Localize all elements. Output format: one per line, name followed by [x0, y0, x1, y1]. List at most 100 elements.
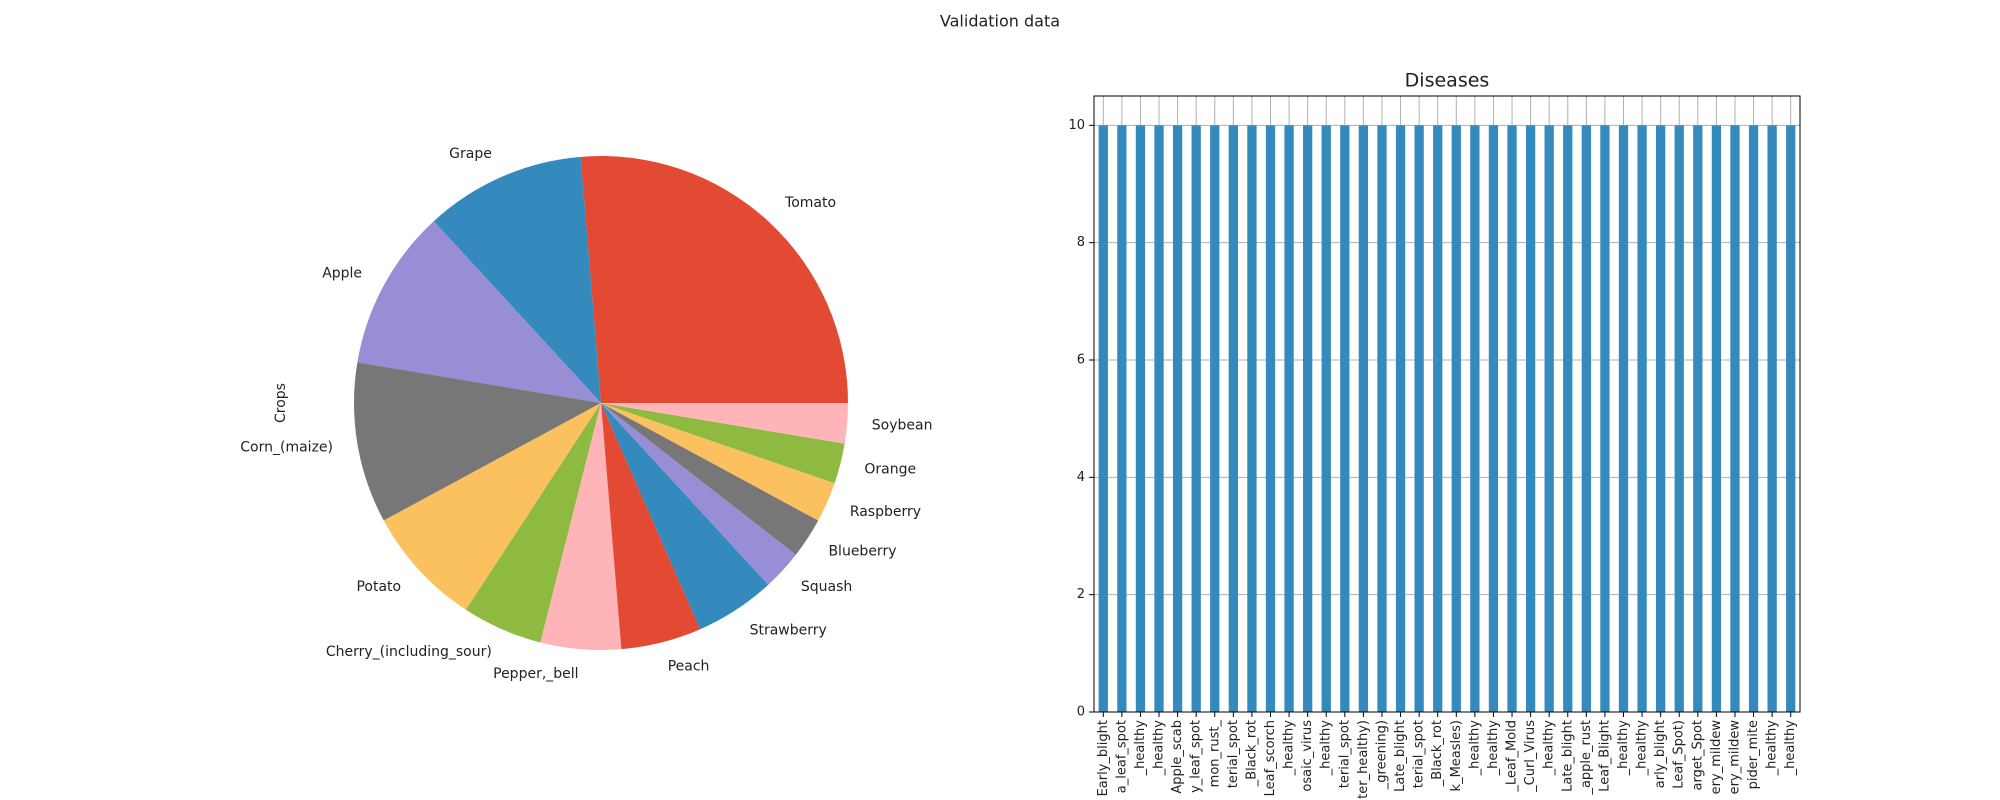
x-tick-label: _Black_rot: [1430, 720, 1445, 787]
slice-label: Tomato: [784, 195, 836, 211]
bar: [1228, 125, 1238, 713]
x-tick-label: Leaf_Blight: [1597, 720, 1612, 792]
x-tick-label: _healthy: [1319, 720, 1334, 777]
x-tick-label: k_Measles): [1449, 720, 1464, 791]
bar: [1395, 125, 1406, 713]
bar: [1451, 125, 1461, 713]
x-tick-label: _healthy: [1765, 720, 1780, 777]
y-tick-label: 10: [1068, 118, 1085, 133]
x-tick-label: _Leaf_Mold: [1505, 720, 1520, 793]
x-tick-label: Apple_scab: [1170, 720, 1185, 794]
x-tick-label: pider_mite: [1746, 720, 1761, 789]
bar: [1303, 125, 1313, 713]
bar: [1098, 125, 1108, 713]
x-tick-label: ery_mildew: [1709, 720, 1724, 795]
bar: [1414, 125, 1424, 713]
x-tick-label: _Black_rot: [1244, 720, 1259, 787]
bar: [1433, 125, 1443, 713]
x-tick-label: _healthy: [1152, 720, 1167, 777]
pie-slice: [540, 403, 622, 650]
pie-slice: [580, 155, 848, 403]
pie-slice: [383, 403, 601, 610]
slice-label: Peach: [668, 658, 710, 674]
slice-label: Apple: [322, 266, 362, 282]
pie-slice: [433, 156, 601, 403]
x-tick-label: Early_blight: [1096, 720, 1111, 796]
bar: [1544, 125, 1554, 713]
x-tick-label: mon_rust_: [1207, 720, 1222, 788]
x-tick-label: a_leaf_spot: [1114, 720, 1129, 793]
bar: [1581, 125, 1591, 713]
bar: [1711, 125, 1722, 713]
bar: [1656, 125, 1666, 713]
slice-label: Raspberry: [850, 504, 921, 520]
slice-label: Potato: [356, 579, 401, 595]
x-tick-label: _apple_rust: [1579, 720, 1594, 796]
x-tick-label: Late_blight: [1393, 720, 1408, 792]
x-tick-label: arly_blight: [1653, 720, 1668, 788]
bar: [1507, 125, 1517, 713]
bar: [1637, 125, 1647, 713]
y-tick-label: 0: [1077, 705, 1085, 720]
x-tick-label: terial_spot: [1412, 720, 1427, 788]
x-tick-label: Leaf_scorch: [1263, 720, 1278, 796]
y-tick-label: 4: [1077, 470, 1085, 485]
bar: [1135, 125, 1146, 713]
x-tick-label: y_leaf_spot: [1189, 720, 1204, 793]
y-axis-label: Crops: [273, 383, 289, 423]
bar: [1321, 125, 1331, 713]
x-tick-label: _greening): [1374, 720, 1389, 790]
pie-slice: [601, 403, 819, 555]
slice-label: Soybean: [872, 417, 933, 433]
slice-label: Orange: [864, 462, 916, 478]
y-tick-label: 2: [1077, 587, 1085, 602]
pie-slice: [601, 403, 835, 521]
bar: [1340, 125, 1350, 713]
slice-label: Blueberry: [828, 544, 896, 560]
pie-slice: [601, 403, 848, 444]
bar: [1247, 125, 1257, 713]
bar: [1730, 125, 1740, 713]
bar: [1748, 125, 1759, 713]
slice-label: Squash: [801, 579, 852, 595]
bar: [1210, 125, 1220, 713]
x-tick-label: _healthy: [1783, 720, 1798, 777]
bar: [1563, 125, 1573, 713]
bar: [1488, 125, 1499, 713]
bar: [1600, 125, 1610, 713]
bar: [1191, 125, 1201, 713]
bar: [1470, 125, 1480, 713]
plot-frame: [1093, 95, 1801, 713]
bar: [1525, 125, 1536, 713]
x-tick-label: osaic_virus: [1300, 720, 1315, 792]
y-tick-label: 6: [1077, 353, 1085, 368]
x-tick-label: arget_Spot: [1690, 720, 1705, 790]
slice-label: Grape: [449, 146, 492, 162]
x-tick-label: ery_mildew: [1727, 720, 1742, 795]
bar: [1618, 125, 1629, 713]
x-tick-label: terial_spot: [1337, 720, 1352, 788]
x-tick-label: _healthy: [1486, 720, 1501, 777]
x-tick-label: _healthy: [1616, 720, 1631, 777]
pie-slice: [354, 362, 601, 521]
x-tick-label: _healthy: [1635, 720, 1650, 777]
pie-slice: [601, 403, 701, 650]
bar: [1154, 125, 1164, 713]
slice-label: Cherry_(including_sour): [326, 644, 492, 660]
pie-slice: [465, 403, 601, 643]
bar: [1172, 125, 1183, 713]
y-tick-label: 8: [1077, 235, 1085, 250]
bar: [1377, 125, 1387, 713]
x-tick-label: ter_healthy): [1356, 720, 1371, 799]
bar: [1786, 125, 1796, 713]
bar: [1265, 125, 1276, 713]
bar: [1767, 125, 1777, 713]
bar: [1693, 125, 1703, 713]
x-tick-label: Late_blight: [1560, 720, 1575, 792]
bar: [1358, 125, 1369, 713]
figure-title: Validation data: [940, 12, 1060, 31]
slice-label: Strawberry: [750, 622, 827, 638]
bar: [1284, 125, 1294, 713]
